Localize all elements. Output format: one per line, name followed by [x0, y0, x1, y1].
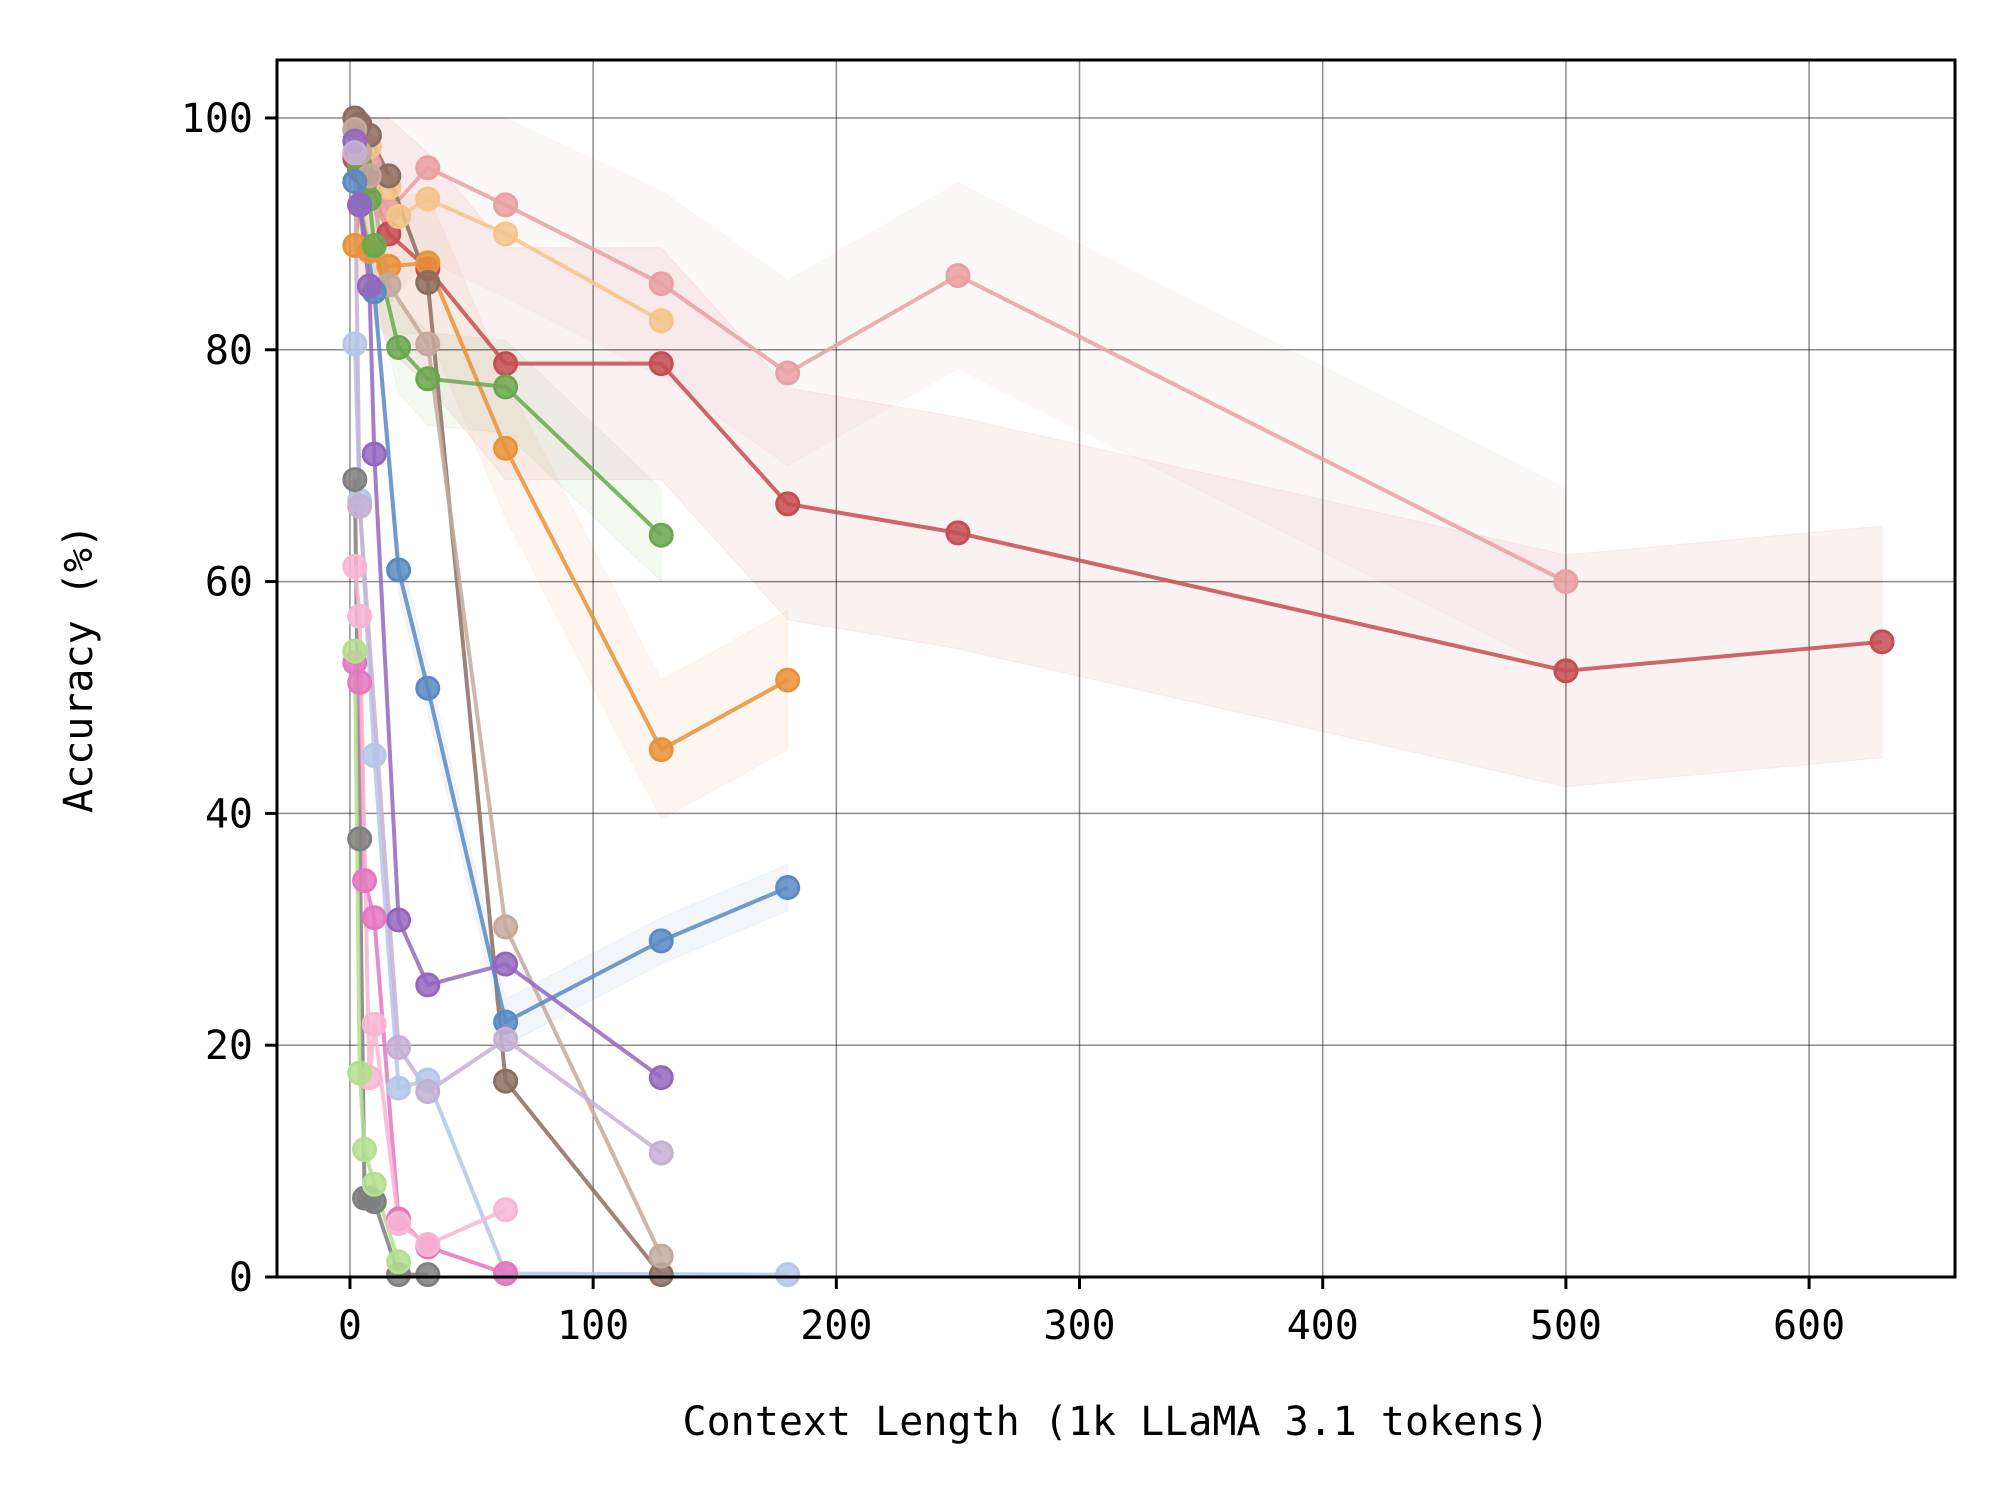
data-point: [361, 905, 387, 931]
data-point: [386, 1035, 412, 1061]
data-point: [648, 271, 674, 297]
data-point: [775, 667, 801, 693]
data-point: [493, 1261, 519, 1287]
data-point: [945, 263, 971, 289]
series-points: [342, 105, 1895, 1288]
data-point: [347, 493, 373, 519]
data-point: [493, 1068, 519, 1094]
x-tick-label: 400: [1287, 1303, 1359, 1349]
data-point: [386, 1211, 412, 1237]
data-point: [386, 1075, 412, 1101]
data-point: [361, 441, 387, 467]
data-point: [386, 334, 412, 360]
x-tick-label: 300: [1043, 1303, 1115, 1349]
plot-frame: [275, 58, 1957, 1279]
data-point: [415, 155, 441, 181]
y-tick-label: 20: [205, 1023, 253, 1069]
data-point: [493, 192, 519, 218]
data-point: [352, 1137, 378, 1163]
y-axis-label: Accuracy (%): [56, 524, 102, 813]
data-point: [493, 1197, 519, 1223]
x-tick-label: 600: [1773, 1303, 1845, 1349]
data-point: [361, 1171, 387, 1197]
data-point: [342, 169, 368, 195]
x-tick-label: 500: [1530, 1303, 1602, 1349]
y-tick-label: 40: [205, 791, 253, 837]
data-point: [493, 435, 519, 461]
data-point: [415, 331, 441, 357]
data-point: [342, 140, 368, 166]
data-point: [415, 366, 441, 392]
y-tick-label: 0: [229, 1255, 253, 1301]
data-point: [648, 1140, 674, 1166]
x-tick-label: 200: [800, 1303, 872, 1349]
data-point: [775, 875, 801, 901]
data-point: [775, 491, 801, 517]
data-point: [945, 520, 971, 546]
data-point: [415, 1262, 441, 1288]
x-axis-ticks: 0 100 200 300 400 500 600: [338, 1277, 1845, 1349]
data-point: [342, 467, 368, 493]
y-tick-label: 80: [205, 328, 253, 374]
data-point: [648, 308, 674, 334]
data-point: [493, 1026, 519, 1052]
series-line: [352, 140, 663, 1080]
data-point: [648, 928, 674, 954]
data-point: [347, 192, 373, 218]
data-point: [1869, 629, 1895, 655]
data-point: [352, 868, 378, 894]
data-point: [356, 273, 382, 299]
x-axis-label: Context Length (1k LLaMA 3.1 tokens): [683, 1399, 1550, 1445]
data-point: [775, 1262, 801, 1288]
data-point: [347, 669, 373, 695]
data-point: [493, 221, 519, 247]
data-point: [648, 737, 674, 763]
data-point: [361, 232, 387, 258]
data-point: [493, 374, 519, 400]
data-point: [347, 1060, 373, 1086]
confidence-band: [354, 117, 1883, 788]
data-point: [342, 331, 368, 357]
data-point: [386, 907, 412, 933]
data-point: [415, 972, 441, 998]
data-point: [361, 742, 387, 768]
data-point: [775, 360, 801, 386]
data-point: [347, 826, 373, 852]
y-tick-label: 60: [205, 560, 253, 606]
data-point: [1553, 569, 1579, 595]
data-point: [648, 522, 674, 548]
x-tick-label: 100: [557, 1303, 629, 1349]
data-point: [415, 1079, 441, 1105]
data-point: [415, 270, 441, 296]
series-line: [352, 152, 663, 1155]
data-point: [415, 675, 441, 701]
x-tick-label: 0: [338, 1303, 362, 1349]
data-point: [415, 186, 441, 212]
data-point: [347, 603, 373, 629]
data-point: [493, 951, 519, 977]
data-point: [361, 1011, 387, 1037]
data-point: [493, 351, 519, 377]
data-point: [386, 1249, 412, 1275]
data-point: [648, 351, 674, 377]
data-point: [386, 203, 412, 229]
data-point: [415, 1232, 441, 1258]
data-point: [386, 557, 412, 583]
data-point: [342, 554, 368, 580]
y-tick-label: 100: [181, 96, 253, 142]
data-point: [648, 1065, 674, 1091]
data-point: [648, 1243, 674, 1269]
y-axis-ticks: 0 20 40 60 80 100: [181, 96, 277, 1301]
data-point: [493, 914, 519, 940]
data-point: [342, 638, 368, 664]
data-point: [1553, 658, 1579, 684]
